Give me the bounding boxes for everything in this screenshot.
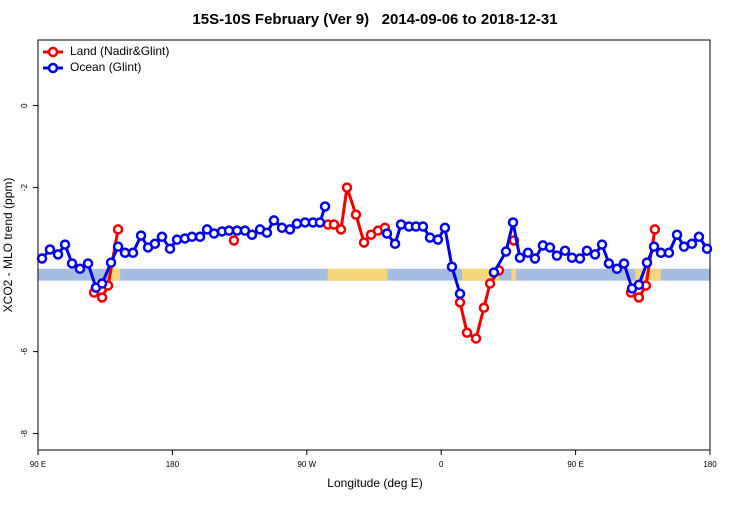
point (52, 249, 64, 260)
y-tick-label: -8 (20, 429, 29, 437)
point (335, 224, 347, 235)
point (319, 201, 331, 212)
point (603, 258, 615, 269)
point (478, 302, 490, 313)
point (701, 243, 713, 254)
point (461, 327, 473, 338)
point (641, 257, 653, 268)
point (228, 235, 240, 246)
land-strip (109, 268, 121, 281)
point (112, 241, 124, 252)
point (341, 182, 353, 193)
point (350, 209, 362, 220)
x-tick-label: 90 W (297, 460, 316, 469)
point (522, 247, 534, 259)
point (149, 238, 161, 250)
point (551, 250, 563, 261)
point (59, 239, 71, 250)
point (611, 263, 623, 275)
y-tick-label: 0 (20, 103, 29, 108)
point (439, 222, 451, 234)
point (686, 238, 698, 250)
point (488, 267, 500, 278)
point (246, 229, 258, 240)
land-strip (462, 268, 500, 281)
point (112, 224, 124, 235)
point (36, 253, 48, 264)
point (171, 234, 183, 245)
point (268, 215, 280, 226)
point (648, 241, 660, 252)
point (618, 258, 630, 269)
point (633, 292, 645, 303)
x-axis-label: Longitude (deg E) (327, 476, 422, 490)
point (589, 249, 601, 260)
point (559, 245, 571, 256)
point (127, 247, 139, 259)
point (633, 279, 645, 291)
point (164, 243, 176, 254)
point (284, 224, 296, 235)
x-tick-label: 0 (439, 460, 444, 469)
legend-label: Land (Nadir&Glint) (70, 44, 169, 58)
point (314, 217, 326, 228)
point (261, 227, 273, 238)
point (432, 234, 444, 245)
point (223, 225, 235, 236)
point (514, 252, 526, 263)
land-strip (511, 268, 516, 281)
y-axis-label: XCO2 - MLO trend (ppm) (1, 178, 15, 313)
point (156, 231, 168, 243)
point (105, 257, 117, 268)
x-tick-label: 90 E (30, 460, 46, 469)
point (484, 278, 496, 289)
point (381, 228, 393, 239)
land-strip (327, 268, 388, 281)
point (544, 242, 556, 253)
point (291, 218, 303, 229)
x-tick-label: 90 E (567, 460, 583, 469)
point (693, 231, 705, 243)
point (574, 253, 586, 264)
point (671, 229, 683, 240)
point (74, 263, 86, 275)
legend-marker (47, 62, 59, 74)
point (500, 246, 512, 257)
point (529, 253, 541, 264)
point (454, 288, 466, 300)
point (66, 258, 78, 269)
x-tick-label: 180 (703, 460, 717, 469)
point (96, 278, 108, 289)
point (96, 292, 108, 303)
y-tick-label: -2 (20, 183, 29, 191)
point (596, 239, 608, 250)
point (82, 258, 94, 269)
legend-marker (47, 46, 59, 58)
point (446, 261, 458, 272)
legend-label: Ocean (Glint) (70, 60, 141, 74)
point (649, 224, 661, 235)
point (186, 231, 198, 243)
y-tick-label: -6 (20, 347, 29, 355)
point (328, 219, 340, 230)
point (663, 247, 675, 259)
point (507, 217, 519, 228)
point (389, 238, 401, 250)
point (194, 231, 206, 243)
point (417, 221, 429, 232)
x-tick-label: 180 (166, 460, 180, 469)
point (581, 245, 593, 256)
point (44, 244, 56, 255)
point (358, 237, 370, 248)
point (135, 230, 147, 241)
chart-title: 15S-10S February (Ver 9) 2014-09-06 to 2… (192, 11, 557, 28)
point (454, 297, 466, 308)
point (470, 333, 482, 344)
